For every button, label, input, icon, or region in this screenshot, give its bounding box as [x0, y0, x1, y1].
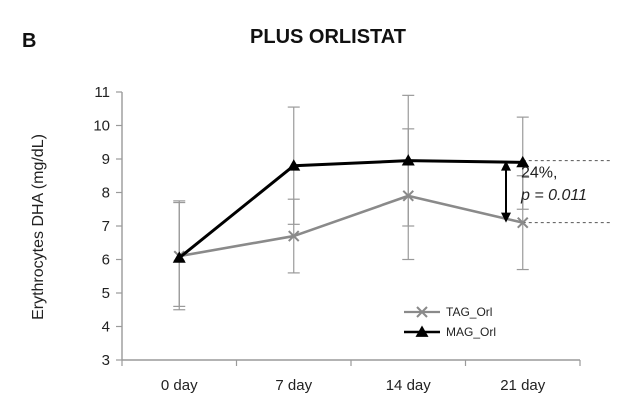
significance-arrow-head-down — [501, 212, 511, 223]
data-point-x-stroke — [288, 230, 300, 242]
data-point-triangle — [401, 154, 415, 166]
y-tick-label: 11 — [94, 84, 110, 101]
significance-annotation: 24%, p = 0.011 — [501, 160, 587, 223]
y-tick-label: 8 — [102, 185, 110, 202]
x-tick-label: 7 day — [275, 377, 312, 394]
data-point-x — [402, 190, 414, 202]
y-tick-label: 7 — [102, 218, 110, 235]
y-tick-label: 6 — [102, 252, 110, 269]
significance-arrow-head-up — [501, 160, 511, 171]
chart-title: PLUS ORLISTAT — [250, 26, 406, 48]
data-point-x — [416, 306, 428, 318]
series-line — [179, 194, 524, 258]
data-point-x-stroke — [517, 216, 529, 229]
y-tick-label: 4 — [102, 319, 110, 336]
x-tick-label: 0 day — [161, 377, 198, 394]
data-point-x-stroke — [402, 190, 414, 202]
y-tick-label: 3 — [102, 352, 110, 369]
y-tick-label: 5 — [102, 285, 110, 302]
x-tick-label: 21 day — [500, 377, 546, 394]
error-bars — [173, 94, 529, 311]
axes: 3 4 5 6 7 8 9 10 11 0 day 7 day 14 day 21 day — [93, 84, 581, 394]
y-tick-label: 10 — [93, 118, 110, 135]
annotation-percent: 24%, — [521, 164, 557, 181]
data-point-triangle — [172, 251, 186, 263]
legend: TAG_Orl MAG_Orl — [404, 305, 496, 339]
data-point-x — [288, 230, 300, 242]
data-point-x — [517, 216, 529, 229]
x-tick-label: 14 day — [386, 377, 432, 394]
panel-letter: B — [22, 30, 36, 52]
data-point-triangle — [516, 155, 530, 168]
data-point-x-stroke — [416, 306, 428, 318]
data-series — [172, 154, 530, 263]
series-line — [178, 159, 523, 259]
series-MAG_Orl — [172, 154, 530, 263]
annotation-p-value: p = 0.011 — [520, 187, 587, 204]
legend-label: MAG_Orl — [446, 325, 496, 339]
y-axis-title: Erythrocytes DHA (mg/dL) — [30, 134, 47, 320]
y-tick-label: 9 — [102, 151, 110, 168]
data-point-triangle — [287, 159, 301, 171]
legend-label: TAG_Orl — [446, 305, 492, 319]
data-point-triangle — [415, 325, 429, 337]
series-TAG_Orl — [173, 190, 529, 262]
reference-lines — [522, 160, 612, 224]
